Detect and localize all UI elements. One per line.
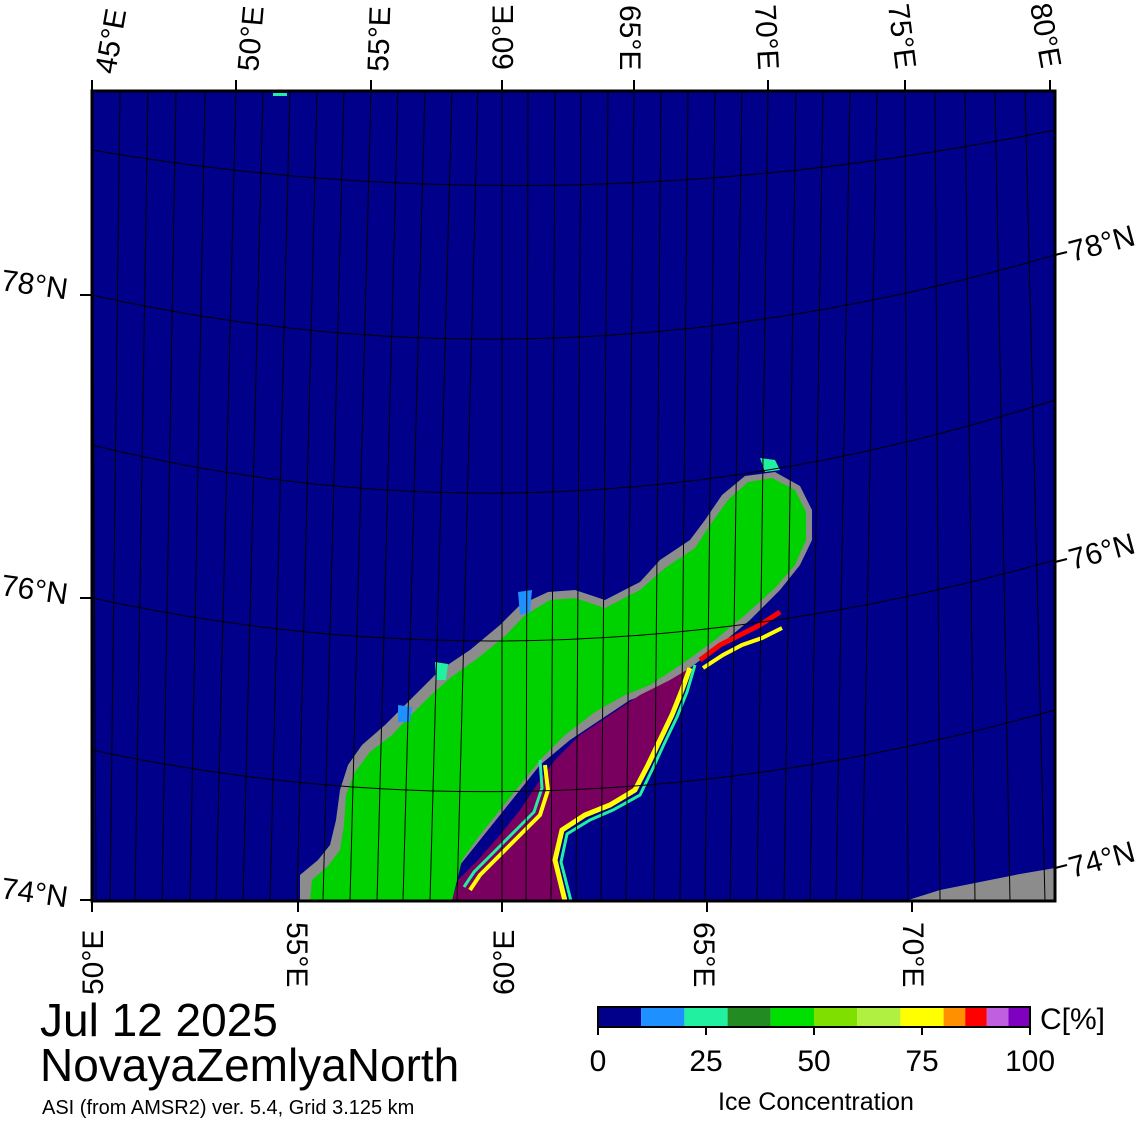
bottom-lon-label: 65°E bbox=[687, 922, 720, 987]
colorbar-segment bbox=[641, 1007, 685, 1027]
bottom-longitude-labels: 50°E 55°E 60°E 65°E 70°E bbox=[77, 922, 929, 995]
colorbar-segment bbox=[900, 1007, 944, 1027]
colorbar-segment bbox=[965, 1007, 987, 1027]
top-lon-label: 45°E bbox=[89, 6, 133, 76]
colorbar-ticks bbox=[597, 1027, 1031, 1035]
left-lat-label: 78°N bbox=[0, 264, 70, 306]
colorbar-segment bbox=[770, 1007, 814, 1027]
colorbar-segment bbox=[814, 1007, 858, 1027]
top-lon-label: 80°E bbox=[1023, 0, 1067, 70]
right-lat-label: 78°N bbox=[1065, 220, 1138, 269]
colorbar-segment bbox=[598, 1007, 642, 1027]
coast-fragment-west-3 bbox=[398, 705, 412, 722]
region-name: NovayaZemlyaNorth bbox=[40, 1039, 460, 1091]
novaya-zemlya-island bbox=[310, 478, 806, 901]
right-latitude-labels: 78°N 76°N 74°N bbox=[1065, 220, 1138, 885]
ice-edge-west-fragment-outer bbox=[462, 759, 544, 888]
mainland-mask bbox=[905, 868, 1055, 901]
right-lat-label: 76°N bbox=[1065, 528, 1138, 577]
colorbar-tick-label: 75 bbox=[905, 1045, 939, 1078]
bottom-lon-label: 50°E bbox=[77, 930, 110, 995]
colorbar-segment bbox=[1008, 1007, 1030, 1027]
colorbar-segment bbox=[727, 1007, 771, 1027]
coast-fragment-west bbox=[518, 590, 532, 615]
colorbar-segment bbox=[986, 1007, 1009, 1027]
coast-fragment-top bbox=[273, 93, 287, 96]
ice-edge-west-fragment bbox=[468, 764, 551, 892]
colorbar-tick-label: 0 bbox=[589, 1045, 607, 1078]
top-longitude-labels: 45°E 50°E 55°E 60°E 65°E 70°E 75°E 80°E bbox=[89, 0, 1067, 76]
bottom-lon-label: 70°E bbox=[896, 922, 929, 987]
colorbar-title: Ice Concentration bbox=[718, 1088, 914, 1116]
colorbar-segment bbox=[857, 1007, 901, 1027]
top-lon-label: 60°E bbox=[487, 5, 520, 70]
colorbar bbox=[598, 1007, 1030, 1027]
coast-fragment-west-2 bbox=[435, 662, 448, 680]
map-date: Jul 12 2025 bbox=[40, 994, 278, 1046]
colorbar-tick-label: 50 bbox=[797, 1045, 831, 1078]
ice-edge-band bbox=[552, 667, 693, 901]
top-lon-label: 75°E bbox=[881, 2, 922, 71]
colorbar-tick-label: 100 bbox=[1004, 1045, 1056, 1078]
colorbar-segment bbox=[684, 1007, 728, 1027]
colorbar-unit: C[%] bbox=[1040, 1003, 1106, 1036]
top-lon-label: 55°E bbox=[362, 6, 397, 73]
ice-edge-band-east-yellow bbox=[701, 626, 783, 670]
map-frame bbox=[90, 89, 1057, 903]
top-lon-label: 70°E bbox=[748, 4, 784, 71]
bottom-lon-label: 55°E bbox=[280, 922, 313, 987]
bottom-lon-label: 60°E bbox=[488, 930, 521, 995]
colorbar-segment bbox=[943, 1007, 966, 1027]
top-lon-label: 50°E bbox=[232, 5, 271, 73]
left-lat-label: 74°N bbox=[0, 872, 70, 914]
frame-ticks bbox=[80, 80, 1068, 912]
graticule-parallels bbox=[92, 129, 1055, 793]
left-latitude-labels: 78°N 76°N 74°N bbox=[0, 264, 70, 914]
graticule-meridians bbox=[92, 91, 1046, 901]
data-source: ASI (from AMSR2) ver. 5.4, Grid 3.125 km bbox=[42, 1097, 415, 1119]
top-lon-label: 65°E bbox=[613, 5, 646, 70]
ice-edge-band-east bbox=[698, 609, 782, 662]
right-lat-label: 74°N bbox=[1065, 836, 1138, 885]
ice-edge-band-outer bbox=[559, 664, 697, 901]
left-lat-label: 76°N bbox=[0, 569, 70, 611]
colorbar-tick-label: 25 bbox=[689, 1045, 723, 1078]
